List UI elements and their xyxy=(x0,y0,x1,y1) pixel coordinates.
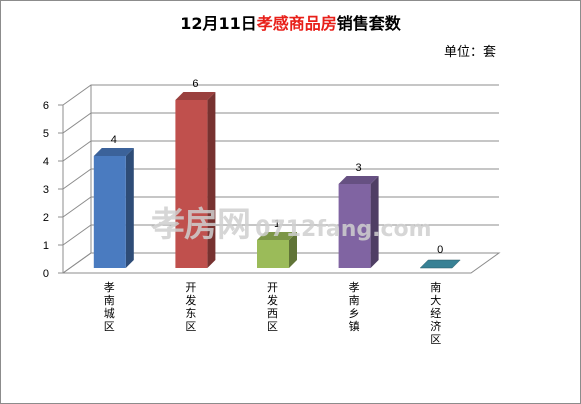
gridline xyxy=(62,112,499,134)
bar-3 xyxy=(257,232,297,268)
data-label: 4 xyxy=(111,134,117,146)
data-label: 3 xyxy=(356,162,362,174)
bar-top xyxy=(257,232,297,240)
bar-top xyxy=(338,176,379,184)
x-tick-label: 孝南乡镇 xyxy=(349,281,360,333)
y-tick-label: 0 xyxy=(43,268,49,280)
title-highlight: 孝感商品房 xyxy=(256,14,337,33)
bars xyxy=(93,92,461,269)
x-tick-label: 南大经济区 xyxy=(430,281,441,346)
bar-front xyxy=(93,156,126,268)
gridline xyxy=(62,168,499,190)
bar-5 xyxy=(419,259,461,269)
gridline xyxy=(62,140,499,162)
bar-front xyxy=(257,240,289,268)
y-tick-label: 3 xyxy=(43,184,49,196)
data-label: 1 xyxy=(274,218,280,230)
y-tick-label: 4 xyxy=(43,156,49,168)
watermark-url: 0712fang.com xyxy=(255,217,432,242)
value-labels: 4 6 1 3 0 xyxy=(111,78,444,256)
bar-front xyxy=(175,100,208,268)
bar-side xyxy=(289,232,297,268)
bar-side xyxy=(125,148,134,268)
bar-1 xyxy=(93,148,134,268)
gridline xyxy=(62,84,499,106)
y-tick-label: 2 xyxy=(43,212,49,224)
bar-side xyxy=(370,176,379,268)
bar-2 xyxy=(175,92,216,268)
bar-4 xyxy=(338,176,379,268)
bar-flat xyxy=(419,259,461,269)
bar-top xyxy=(175,92,216,100)
data-label: 0 xyxy=(437,244,443,256)
y-axis: 0 1 2 3 4 5 6 xyxy=(43,100,63,280)
title-date: 12月11日 xyxy=(180,14,257,33)
bar-top xyxy=(93,148,134,156)
x-tick-label: 开发东区 xyxy=(185,281,196,333)
data-label: 6 xyxy=(192,78,198,90)
bar-side xyxy=(207,92,216,268)
y-tick-label: 6 xyxy=(43,100,49,112)
unit-label: 单位：套 xyxy=(443,45,496,60)
bar-front xyxy=(338,184,371,268)
chart-title: 12月11日孝感商品房销售套数 xyxy=(1,10,580,34)
x-axis-labels: 孝南城区 开发东区 开发西区 孝南乡镇 南大经济区 xyxy=(104,281,441,346)
watermark-brand: 孝房网 xyxy=(151,205,251,245)
y-tick-label: 1 xyxy=(43,240,49,252)
x-tick-label: 开发西区 xyxy=(267,281,278,333)
watermark: 孝房网 0712fang.com xyxy=(151,197,432,246)
title-suffix: 销售套数 xyxy=(336,14,401,33)
x-tick-label: 孝南城区 xyxy=(104,281,115,333)
y-tick-label: 5 xyxy=(43,128,49,140)
